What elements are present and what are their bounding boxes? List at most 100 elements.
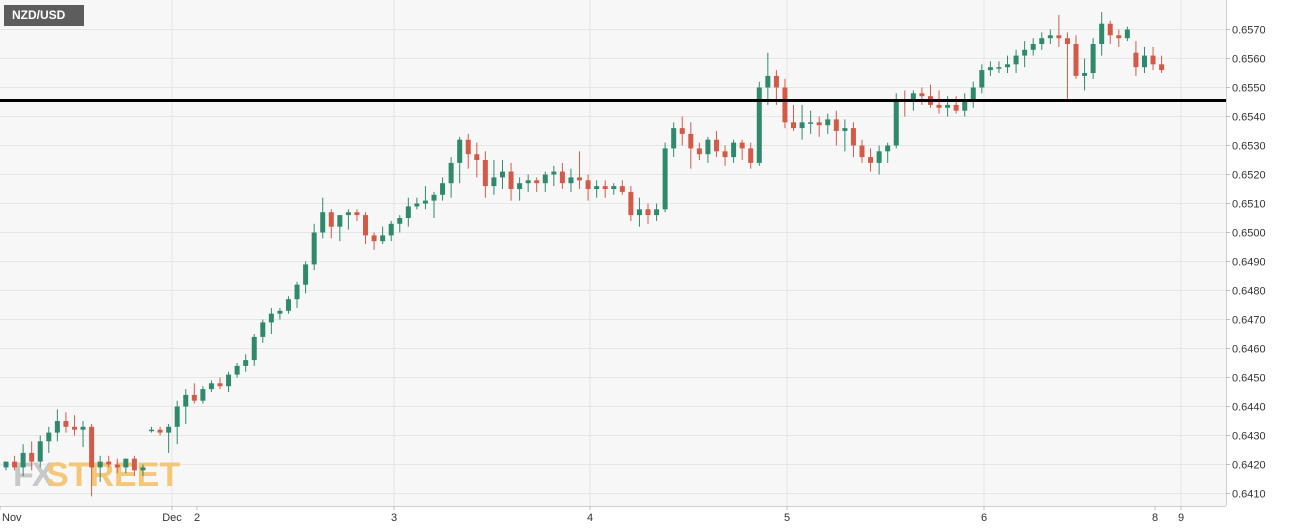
candle-body — [868, 157, 874, 163]
candle-body — [1107, 23, 1113, 36]
candle — [208, 380, 214, 392]
candle — [63, 412, 69, 433]
candle-layer — [3, 12, 1165, 497]
candle-body — [37, 441, 43, 462]
candle — [842, 119, 848, 152]
candle — [131, 455, 137, 477]
candle — [833, 110, 839, 146]
candle — [37, 435, 43, 468]
candle — [713, 131, 719, 158]
candle-body — [1013, 55, 1019, 65]
candle — [1047, 29, 1053, 44]
candle-body — [945, 104, 951, 108]
candle — [705, 136, 711, 163]
candle — [363, 212, 369, 245]
candle — [345, 209, 351, 230]
candle-body — [294, 284, 300, 300]
x-tick-label: 5 — [784, 512, 790, 524]
y-tick-label: 0.6550 — [1232, 83, 1266, 95]
y-tick-label: 0.6570 — [1232, 25, 1266, 37]
candle — [440, 177, 446, 201]
candle-body — [157, 429, 163, 433]
candle-body — [277, 310, 283, 314]
candle — [89, 423, 95, 497]
candle-body — [962, 102, 968, 111]
candle — [825, 113, 831, 134]
candle — [1056, 15, 1062, 47]
candle-body — [611, 186, 617, 189]
candle — [183, 389, 189, 424]
x-tick-label: 9 — [1178, 512, 1184, 524]
candle — [1005, 55, 1011, 73]
candle-body — [910, 93, 916, 102]
candle — [268, 307, 274, 334]
candle-body — [183, 394, 189, 407]
candle-body — [765, 75, 771, 88]
candle-body — [3, 461, 9, 468]
candle-body — [842, 128, 848, 131]
candle — [260, 319, 266, 343]
y-tick-label: 0.6530 — [1232, 141, 1266, 153]
candle-body — [850, 128, 856, 146]
candle — [542, 171, 548, 192]
candle-body — [1133, 52, 1139, 68]
candle-body — [979, 70, 985, 88]
candle-body — [1039, 38, 1045, 44]
candle — [1064, 32, 1070, 102]
candle — [474, 142, 480, 178]
candle — [816, 116, 822, 137]
y-tick-label: 0.6460 — [1232, 344, 1266, 356]
candle-body — [791, 122, 797, 129]
candle-body — [953, 104, 959, 111]
candle-body — [585, 180, 591, 189]
y-tick-label: 0.6420 — [1232, 460, 1266, 472]
y-tick-label: 0.6490 — [1232, 257, 1266, 269]
candle — [1082, 58, 1088, 91]
candle — [251, 334, 257, 366]
candle — [551, 165, 557, 187]
candle — [465, 133, 471, 169]
candle — [1141, 46, 1147, 73]
candle-body — [559, 171, 565, 184]
candle-body — [46, 432, 52, 442]
candle — [46, 426, 52, 453]
candle-body — [987, 67, 993, 71]
y-tick-label: 0.6510 — [1232, 199, 1266, 211]
candle-body — [474, 154, 480, 160]
candle — [174, 400, 180, 445]
candle-body — [594, 186, 600, 189]
candle-body — [602, 186, 608, 189]
candle — [106, 455, 112, 468]
candle — [996, 61, 1002, 73]
candle — [1030, 38, 1036, 56]
y-tick-label: 0.6470 — [1232, 315, 1266, 327]
candle-body — [1005, 64, 1011, 68]
candle — [1013, 49, 1019, 73]
candle — [1099, 12, 1105, 56]
candle — [970, 81, 976, 108]
candle — [328, 209, 334, 239]
candle — [285, 296, 291, 314]
candle-body — [688, 133, 694, 149]
candle-body — [114, 464, 120, 468]
candle — [1124, 26, 1130, 42]
candle-body — [226, 374, 232, 387]
watermark-fx: FX — [13, 456, 55, 494]
candle — [217, 377, 223, 390]
candle-body — [859, 145, 865, 158]
candle — [1159, 55, 1165, 73]
candle-body — [251, 336, 257, 361]
candle — [850, 122, 856, 158]
candle-body — [89, 426, 95, 468]
candle — [602, 180, 608, 198]
candle — [29, 441, 35, 471]
candle-body — [893, 99, 899, 146]
candle — [517, 177, 523, 201]
candle — [1107, 20, 1113, 44]
candle-body — [1090, 44, 1096, 73]
candle — [799, 104, 805, 140]
candle-body — [525, 180, 531, 184]
watermark-street: STREET — [46, 456, 180, 494]
candle — [987, 61, 993, 76]
